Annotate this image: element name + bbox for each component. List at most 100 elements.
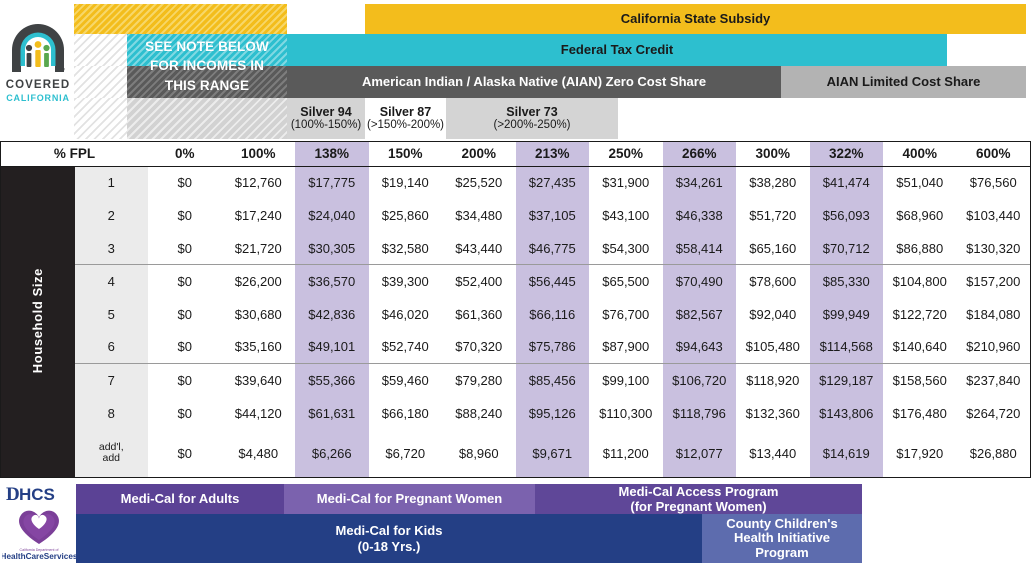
- income-cell: $14,619: [809, 429, 883, 477]
- income-cell: $46,338: [662, 199, 736, 232]
- income-cell: $105,480: [745, 339, 800, 355]
- income-cell: $52,740: [381, 339, 429, 355]
- income-cell: $140,640: [892, 339, 947, 355]
- silver-73-range: (>200%-250%): [493, 119, 571, 132]
- medi-cal-pregnant-label: Medi-Cal for Pregnant Women: [316, 491, 503, 507]
- income-cell: $51,720: [749, 207, 797, 223]
- table-row: 5 $0 $30,680 $42,836 $46,020 $61,360 $66,116 $7…: [1, 298, 1030, 331]
- income-cell: $21,720: [234, 240, 282, 256]
- income-cell: $118,920: [736, 363, 810, 398]
- see-note-line-3: THIS RANGE: [164, 77, 250, 93]
- svg-text:California Department of: California Department of: [20, 548, 59, 552]
- federal-tax-credit-hatched-band: [127, 34, 287, 66]
- income-cell: $118,796: [662, 397, 736, 430]
- income-cell: $26,200: [221, 264, 295, 299]
- income-cell: $0: [148, 264, 222, 299]
- income-cell: $26,880: [969, 445, 1017, 461]
- federal-tax-credit-band: Federal Tax Credit: [287, 34, 947, 66]
- see-note-line-1: SEE NOTE BELOW: [145, 38, 269, 54]
- silver-94-range: (100%-150%): [290, 119, 362, 132]
- income-cell: $32,580: [381, 240, 429, 256]
- income-cell: $79,280: [442, 363, 516, 398]
- household-size-text: 3: [107, 240, 115, 256]
- income-cell: $85,456: [515, 363, 589, 398]
- county-chip-band: County Children's Health Initiative Prog…: [702, 514, 862, 563]
- covered-california-logo-icon: ™ COVERED CALIFORNIA: [6, 24, 69, 103]
- fpl-income-table: % FPL 0% 100% 138% 150% 200% 213% 250% 266% 300%…: [1, 142, 1030, 477]
- income-cell: $104,800: [883, 264, 957, 299]
- income-cell: $46,775: [515, 231, 589, 265]
- medi-cal-access-line-1: Medi-Cal Access Program: [618, 483, 779, 499]
- income-cell: $92,040: [749, 306, 797, 322]
- table-row: 2 $0 $17,240 $24,040 $25,860 $34,480 $37,105 $4…: [1, 199, 1030, 232]
- income-cell: $31,900: [602, 175, 650, 191]
- income-cell: $0: [177, 175, 192, 191]
- medi-cal-access-band: Medi-Cal Access Program (for Pregnant Wo…: [535, 484, 862, 514]
- income-cell: $6,266: [295, 429, 369, 477]
- household-size-cell: 8: [74, 397, 148, 430]
- income-cell: $30,680: [234, 306, 282, 322]
- column-header-250pct: 250%: [589, 142, 663, 167]
- dhcs-logo-icon: D HCS California Department of HealthCar…: [1, 484, 78, 561]
- income-cell: $52,400: [442, 264, 516, 299]
- income-cell: $65,500: [589, 264, 663, 299]
- income-cell: $25,860: [381, 207, 429, 223]
- income-cell: $157,200: [956, 264, 1030, 299]
- income-cell: $88,240: [455, 405, 503, 421]
- income-cell: $43,440: [455, 240, 503, 256]
- income-cell: $75,786: [515, 330, 589, 364]
- income-cell: $17,920: [896, 445, 944, 461]
- household-size-cell: 7: [74, 363, 148, 398]
- income-cell: $184,080: [966, 306, 1021, 322]
- income-cell: $61,631: [295, 397, 369, 430]
- trademark-glyph: ™: [59, 67, 65, 74]
- fpl-income-table-container: % FPL 0% 100% 138% 150% 200% 213% 250% 266% 300%…: [0, 141, 1031, 478]
- covered-california-logo: ™ COVERED CALIFORNIA: [2, 8, 74, 112]
- income-cell: $158,560: [883, 363, 957, 398]
- income-cell: $58,414: [662, 231, 736, 265]
- income-cell: $68,960: [896, 207, 944, 223]
- income-cell: $24,040: [295, 199, 369, 232]
- income-cell: $25,520: [455, 175, 503, 191]
- table-row: add'l, add $0 $4,480 $6,266 $6,720 $8,960 $9,67…: [1, 429, 1030, 477]
- income-cell: $99,100: [589, 363, 663, 398]
- medi-cal-access-line-2: (for Pregnant Women): [630, 499, 767, 514]
- income-cell: $39,300: [368, 264, 442, 299]
- state-subsidy-hatched-band: [74, 4, 287, 34]
- income-cell: $17,240: [234, 207, 282, 223]
- county-chip-line-2: Health Initiative: [733, 530, 831, 546]
- column-header-266pct: 266%: [662, 142, 736, 167]
- household-size-text: add'l,: [98, 441, 124, 454]
- income-cell: $38,280: [749, 175, 797, 191]
- table-row: 6 $0 $35,160 $49,101 $52,740 $70,320 $75,786 $8…: [1, 330, 1030, 364]
- income-cell: $8,960: [458, 445, 499, 461]
- income-cell: $264,720: [966, 405, 1021, 421]
- household-size-cell: 5: [74, 298, 148, 331]
- income-cell: $13,440: [749, 445, 797, 461]
- income-cell: $237,840: [956, 363, 1030, 398]
- income-cell: $0: [177, 405, 192, 421]
- income-cell: $143,806: [809, 397, 883, 430]
- household-size-cell: 2: [74, 199, 148, 232]
- household-size-cell: 1: [74, 166, 148, 200]
- income-cell: $130,320: [966, 240, 1021, 256]
- household-size-text: 1: [107, 175, 115, 191]
- income-cell: $86,880: [896, 240, 944, 256]
- aian-zero-cost-share-label: American Indian / Alaska Native (AIAN) Z…: [361, 73, 707, 89]
- silver-94-tier: Silver 94 (100%-150%): [287, 98, 365, 139]
- federal-tax-credit-label: Federal Tax Credit: [560, 41, 674, 57]
- income-cell: $11,200: [602, 445, 649, 461]
- income-cell: $34,261: [662, 166, 736, 200]
- income-cell: $43,100: [602, 207, 650, 223]
- medi-cal-kids-line-1: Medi-Cal for Kids: [335, 523, 443, 539]
- table-row: Household Size 1 $0 $12,760 $17,775 $19,140 $2…: [1, 166, 1030, 477]
- income-cell: $27,435: [515, 166, 589, 200]
- medi-cal-kids-line-2: (0-18 Yrs.): [357, 538, 421, 554]
- income-cell: $122,720: [892, 306, 947, 322]
- household-size-cell: add'l, add: [74, 429, 148, 477]
- column-header-100pct: 100%: [221, 142, 295, 167]
- income-cell: $129,187: [809, 363, 883, 398]
- dhcs-logo: D HCS California Department of HealthCar…: [1, 484, 78, 562]
- income-cell: $94,643: [662, 330, 736, 364]
- household-size-text: 2: [107, 207, 115, 223]
